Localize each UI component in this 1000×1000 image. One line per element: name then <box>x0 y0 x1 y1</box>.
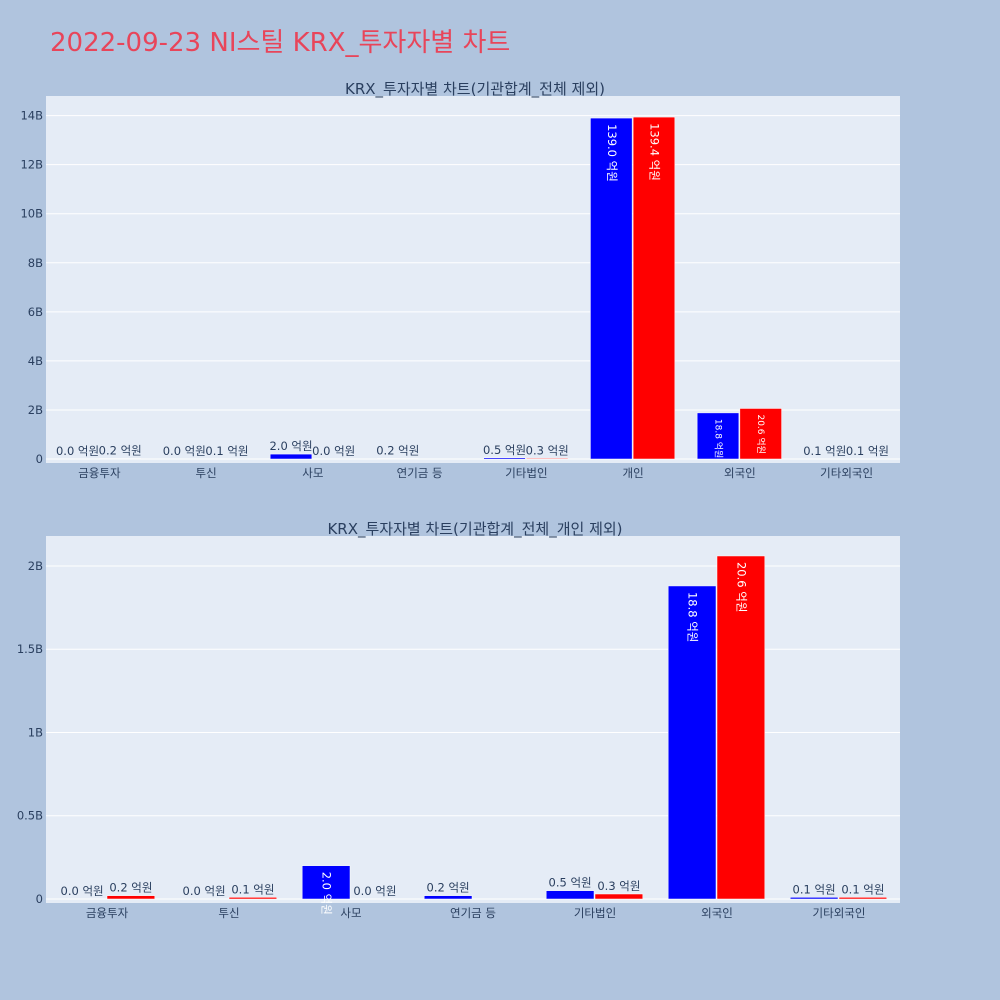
data-label: 0.0 억원 <box>163 444 206 458</box>
data-label: 0.1 억원 <box>231 882 274 896</box>
x-tick-label: 연기금 등 <box>450 906 496 920</box>
sell-bar <box>594 893 644 900</box>
buy-bar <box>590 117 633 460</box>
buy-bar <box>301 865 351 900</box>
y-tick-label: 0.5B <box>17 809 43 823</box>
chart-title: KRX_투자자별 차트(기관합계_전체_개인 제외) <box>327 520 622 539</box>
x-tick-label: 투신 <box>196 466 217 480</box>
data-label: 0.2 억원 <box>376 444 419 458</box>
chart-panel-1: 0 2B 4B 6B 8B 10B 12B 14B KRX_투자자별 차트(기관합계_전체 제외… <box>20 80 900 480</box>
y-tick-label: 1B <box>28 725 43 739</box>
data-label: 0.0 억원 <box>183 884 226 898</box>
data-label: 0.5 억원 <box>483 443 526 457</box>
buy-bar <box>269 453 313 460</box>
data-label: 20.6 억원 <box>755 414 767 453</box>
data-label: 0.2 억원 <box>99 444 142 458</box>
data-label: 0.1 억원 <box>841 882 884 896</box>
plot-area <box>46 96 900 463</box>
data-label: 2.0 억원 <box>320 872 334 915</box>
data-label: 0.1 억원 <box>205 444 248 458</box>
sell-bar <box>228 897 278 900</box>
y-tick-label: 10B <box>20 207 43 221</box>
plot-area <box>46 536 900 903</box>
y-tick-label: 4B <box>28 354 43 368</box>
x-tick-label: 외국인 <box>724 466 756 480</box>
buy-bar <box>696 412 740 460</box>
data-label: 139.0 억원 <box>605 124 619 182</box>
sell-bar <box>106 895 156 900</box>
data-label: 18.8 억원 <box>713 419 725 458</box>
data-label: 20.6 억원 <box>734 562 748 612</box>
buy-bar <box>789 897 839 900</box>
x-tick-label: 금융투자 <box>86 906 129 920</box>
data-label: 0.0 억원 <box>61 884 104 898</box>
x-tick-label: 연기금 등 <box>397 466 443 480</box>
data-label: 0.2 억원 <box>109 881 152 895</box>
buy-bar <box>545 890 595 900</box>
buy-bar <box>483 457 526 460</box>
sell-bar <box>716 555 766 900</box>
x-tick-label: 사모 <box>302 466 323 480</box>
y-tick-label: 1.5B <box>17 642 43 656</box>
page-title: 2022-09-23 NI스틸 KRX_투자자별 차트 <box>50 28 511 58</box>
x-tick-label: 사모 <box>340 906 361 920</box>
y-tick-label: 0 <box>36 452 43 466</box>
sell-bar <box>838 897 888 900</box>
data-label: 0.1 억원 <box>846 444 889 458</box>
data-label: 0.0 억원 <box>56 444 99 458</box>
x-tick-label: 기타외국인 <box>813 906 866 920</box>
y-tick-label: 14B <box>20 109 43 123</box>
x-tick-label: 금융투자 <box>78 466 121 480</box>
y-tick-label: 2B <box>28 559 43 573</box>
chart-panel-2: 0 0.5B 1B 1.5B 2B KRX_투자자별 차트(기관합계_전체_개인 제외) 금… <box>17 520 900 920</box>
sell-bar <box>526 458 569 460</box>
data-label: 0.1 억원 <box>803 444 846 458</box>
x-tick-label: 기타법인 <box>505 466 547 480</box>
x-tick-label: 투신 <box>218 906 239 920</box>
x-tick-label: 개인 <box>623 466 644 480</box>
sell-bar <box>632 116 676 460</box>
data-label: 0.3 억원 <box>597 879 640 893</box>
x-tick-label: 기타법인 <box>574 906 616 920</box>
data-label: 0.0 억원 <box>312 444 355 458</box>
data-label: 18.8 억원 <box>686 592 700 642</box>
chart-title: KRX_투자자별 차트(기관합계_전체 제외) <box>345 80 605 99</box>
data-label: 2.0 억원 <box>269 439 312 453</box>
y-tick-label: 8B <box>28 256 43 270</box>
x-tick-label: 기타외국인 <box>820 466 873 480</box>
data-label: 0.2 억원 <box>427 881 470 895</box>
x-tick-label: 외국인 <box>701 906 733 920</box>
y-tick-label: 0 <box>36 892 43 906</box>
sell-bar <box>739 408 782 460</box>
buy-bar <box>423 895 473 900</box>
y-tick-label: 2B <box>28 403 43 417</box>
y-tick-label: 6B <box>28 305 43 319</box>
data-label: 0.3 억원 <box>526 443 569 457</box>
data-label: 0.1 억원 <box>793 882 836 896</box>
data-label: 0.5 억원 <box>549 876 592 890</box>
y-tick-label: 12B <box>20 158 43 172</box>
data-label: 139.4 억원 <box>647 123 661 181</box>
data-label: 0.0 억원 <box>353 884 396 898</box>
buy-bar <box>667 585 717 900</box>
